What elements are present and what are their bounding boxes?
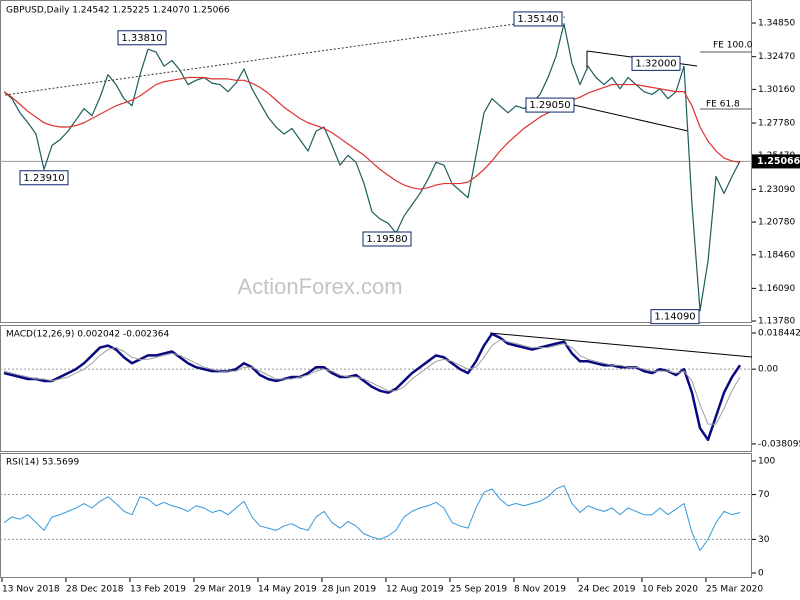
price-annotation-label: 1.29050	[529, 100, 570, 111]
y-tick-label: 1.20780	[758, 218, 795, 228]
y-tick-label: 1.34850	[758, 19, 795, 29]
price-annotation-box	[362, 231, 412, 247]
price-annotation-box	[631, 55, 681, 71]
x-tick-label: 28 Dec 2018	[66, 585, 124, 595]
price-annotation-label: 1.35140	[517, 14, 558, 25]
x-tick-label: 28 Jun 2019	[322, 585, 376, 595]
x-tick-label: 24 Dec 2019	[578, 585, 636, 595]
y-tick-label: 1.32470	[758, 52, 795, 62]
y-tick-label: 0.018442	[758, 328, 800, 338]
watermark: ActionForex.com	[237, 274, 402, 299]
y-tick-label: 1.30160	[758, 85, 795, 95]
x-tick-label: 25 Mar 2020	[706, 585, 763, 595]
last-price-box	[752, 154, 800, 169]
series-line	[3, 332, 742, 442]
y-tick-label: -0.038095	[758, 439, 800, 449]
price-annotation-label: 1.14090	[654, 312, 695, 323]
y-tick-label: 0	[758, 568, 764, 578]
price-annotation-label: 1.23910	[23, 173, 64, 184]
y-tick-label: 1.27780	[758, 119, 795, 129]
y-tick-label: 1.13780	[758, 317, 795, 327]
price-annotation-box	[650, 309, 700, 325]
y-tick-label: 0.00	[758, 365, 778, 375]
x-tick-label: 29 Mar 2019	[194, 585, 251, 595]
price-title: GBPUSD,Daily 1.24542 1.25225 1.24070 1.2…	[6, 6, 230, 16]
y-tick-label: 1.16090	[758, 284, 795, 294]
macd-title: MACD(12,26,9) 0.002042 -0.002364	[6, 330, 169, 340]
price-annotation-box	[525, 97, 575, 113]
series-line	[3, 485, 741, 552]
y-tick-label: 30	[758, 535, 770, 545]
fe-label: FE 61.8	[706, 100, 740, 110]
price-annotation-box	[513, 11, 563, 27]
price-annotation-box	[19, 170, 69, 186]
series-line	[3, 76, 741, 190]
x-tick-label: 12 Aug 2019	[386, 585, 444, 595]
rsi-panel	[0, 453, 752, 578]
x-tick-label: 8 Nov 2019	[514, 585, 566, 595]
x-tick-label: 25 Sep 2019	[450, 585, 507, 595]
x-tick-label: 13 Nov 2018	[2, 585, 60, 595]
price-annotation-label: 1.33810	[121, 33, 162, 44]
fe-label: FE 100.0	[713, 41, 753, 51]
y-tick-label: 70	[758, 490, 770, 500]
y-tick-label: 1.23090	[758, 185, 795, 195]
series-line	[3, 339, 741, 425]
x-tick-label: 14 May 2019	[258, 585, 317, 595]
y-tick-label: 100	[758, 456, 775, 466]
rsi-title: RSI(14) 53.5699	[6, 458, 79, 468]
price-annotation-box	[117, 30, 167, 46]
channel-line	[564, 102, 689, 132]
price-annotation-label: 1.19580	[366, 234, 407, 245]
macd-trend-line	[489, 332, 753, 358]
x-tick-label: 13 Feb 2019	[130, 585, 186, 595]
y-tick-label: 1.18460	[758, 250, 795, 260]
x-tick-label: 10 Feb 2020	[642, 585, 698, 595]
last-price-label: 1.25066	[757, 156, 800, 167]
price-annotation-label: 1.32000	[635, 58, 676, 69]
